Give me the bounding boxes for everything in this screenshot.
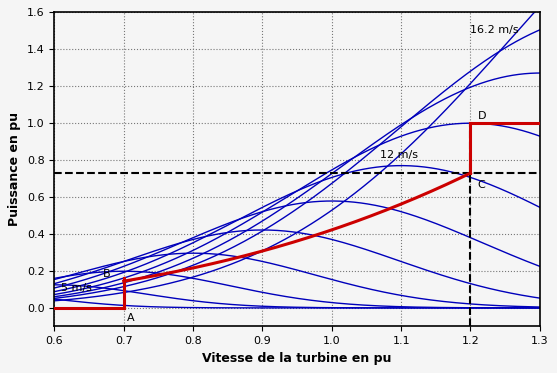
Text: 5 m/s: 5 m/s bbox=[61, 283, 92, 293]
Text: D: D bbox=[477, 112, 486, 122]
Text: A: A bbox=[127, 313, 135, 323]
Text: B: B bbox=[103, 269, 110, 279]
Text: 12 m/s: 12 m/s bbox=[380, 150, 418, 160]
Text: C: C bbox=[477, 180, 485, 190]
Y-axis label: Puissance en pu: Puissance en pu bbox=[8, 112, 21, 226]
Text: 16.2 m/s: 16.2 m/s bbox=[471, 25, 519, 35]
X-axis label: Vitesse de la turbine en pu: Vitesse de la turbine en pu bbox=[202, 352, 392, 365]
